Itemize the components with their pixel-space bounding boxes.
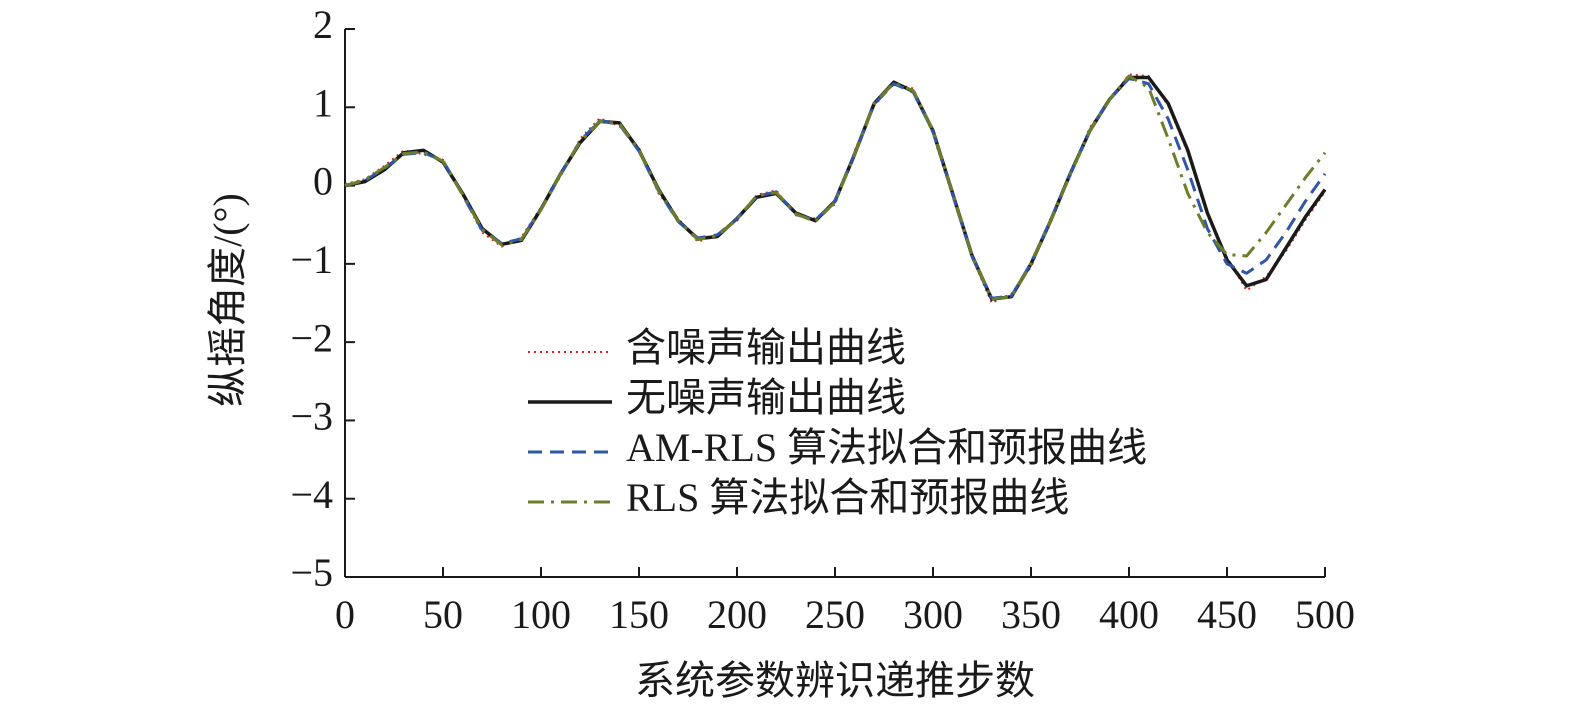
- series-line: [344, 76, 1327, 300]
- y-tick-label: −4: [290, 472, 333, 517]
- x-tick-label: 200: [707, 592, 767, 637]
- series-line: [344, 74, 1327, 301]
- x-tick-label: 150: [609, 592, 669, 637]
- x-tick-label: 350: [1001, 592, 1061, 637]
- y-tick-label: −1: [290, 237, 333, 282]
- legend-label: 含噪声输出曲线: [626, 325, 906, 370]
- x-tick-label: 450: [1197, 592, 1257, 637]
- y-axis-label: 纵摇角度/(°): [205, 193, 250, 407]
- y-tick-label: −5: [290, 550, 333, 595]
- legend-label: AM-RLS 算法拟合和预报曲线: [626, 425, 1147, 470]
- legend-label: 无噪声输出曲线: [626, 375, 906, 420]
- y-tick-label: 2: [313, 2, 333, 47]
- legend-label: RLS 算法拟合和预报曲线: [626, 475, 1069, 520]
- x-tick-label: 50: [423, 592, 463, 637]
- series-line: [344, 73, 1326, 304]
- y-tick-label: −2: [290, 315, 333, 360]
- y-tick-label: 0: [313, 159, 333, 204]
- y-tick-label: −3: [290, 394, 333, 439]
- x-axis-label: 系统参数辨识递推步数: [635, 658, 1035, 703]
- x-tick-label: 0: [335, 592, 355, 637]
- y-tick-label: 1: [313, 80, 333, 125]
- series-line: [344, 75, 1327, 301]
- x-tick-label: 100: [511, 592, 571, 637]
- x-tick-label: 300: [903, 592, 963, 637]
- x-tick-label: 500: [1295, 592, 1355, 637]
- x-tick-label: 400: [1099, 592, 1159, 637]
- x-tick-label: 250: [805, 592, 865, 637]
